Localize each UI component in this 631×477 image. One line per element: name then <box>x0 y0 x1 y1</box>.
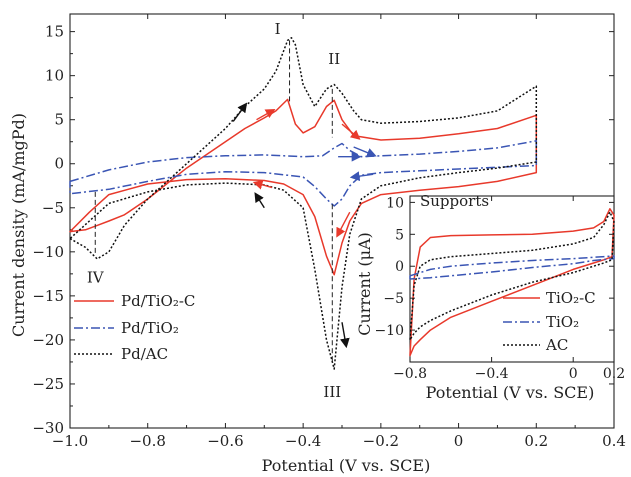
legend-label-pd-tio2: Pd/TiO₂ <box>121 319 179 337</box>
legend-label-pd-ac: Pd/AC <box>121 345 168 363</box>
main-series-pd-ac <box>69 37 538 370</box>
main-series-pd-tio-c <box>69 98 538 276</box>
peak-label: IV <box>87 269 105 287</box>
main-x-tick-label: −0.2 <box>363 432 399 450</box>
peak-label: I <box>275 20 281 38</box>
peak-label: III <box>323 383 341 401</box>
main-y-tick-label: 5 <box>54 111 64 129</box>
main-x-tick-label: −0.6 <box>207 432 243 450</box>
main-series-group <box>69 37 538 370</box>
scan-direction-arrow <box>341 123 361 140</box>
inset-legend-label-ac: AC <box>545 336 568 354</box>
main-x-tick-label: −0.4 <box>285 432 321 450</box>
scan-direction-arrow <box>232 102 248 122</box>
main-y-tick-label: −25 <box>32 375 64 393</box>
main-y-tick-label: −15 <box>32 287 64 305</box>
inset-series-tio-c <box>409 208 615 357</box>
inset-y-tick-label: −10 <box>374 323 404 339</box>
inset-series-ac <box>409 211 615 341</box>
inset-chart: −0.8 −0.4 0 0.2 10 5 0 −5 −10 Supports Current (… <box>355 192 625 402</box>
inset-x-tick-label: −0.4 <box>475 366 509 382</box>
inset-title: Supports <box>420 192 489 210</box>
main-y-tick-label: 10 <box>45 67 64 85</box>
main-y-tick-label: −20 <box>32 331 64 349</box>
inset-legend-label-tio2-c: TiO₂-C <box>546 289 596 307</box>
main-x-tick-label: −0.8 <box>129 432 165 450</box>
scan-direction-arrow <box>353 146 377 158</box>
main-legend: Pd/TiO₂-C Pd/TiO₂ Pd/AC <box>74 292 195 363</box>
x-axis-label: Potential (V vs. SCE) <box>262 456 431 475</box>
scan-direction-arrow <box>252 180 273 190</box>
inset-axes: −0.8 −0.4 0 0.2 10 5 0 −5 −10 <box>374 195 625 382</box>
inset-y-tick-label: 5 <box>395 227 404 243</box>
inset-legend: TiO₂-C TiO₂ AC <box>503 289 596 354</box>
inset-x-tick-label: 0 <box>569 366 578 382</box>
scan-direction-arrow <box>349 171 374 182</box>
inset-legend-label-tio2: TiO₂ <box>546 313 579 331</box>
inset-x-axis-label: Potential (V vs. SCE) <box>426 383 595 402</box>
inset-background <box>410 196 614 362</box>
peak-label: II <box>328 50 340 68</box>
main-y-tick-label: 0 <box>54 155 64 173</box>
inset-y-axis-label: Current (μA) <box>355 232 374 336</box>
main-x-tick-label: 0.2 <box>524 432 548 450</box>
main-x-tick-label: −1.0 <box>52 432 88 450</box>
scan-direction-arrow <box>336 211 351 238</box>
main-y-tick-label: −10 <box>32 243 64 261</box>
inset-y-tick-label: −5 <box>383 291 404 307</box>
scan-direction-arrow <box>254 192 265 209</box>
inset-series-tio- <box>409 255 615 280</box>
scan-direction-arrow <box>256 108 276 121</box>
main-y-tick-label: −30 <box>32 419 64 437</box>
inset-x-tick-label: −0.8 <box>393 366 427 382</box>
legend-label-pd-tio2-c: Pd/TiO₂-C <box>121 292 195 310</box>
main-y-tick-label: −5 <box>42 199 64 217</box>
main-plot: −1.0 −0.8 −0.6 −0.4 −0.2 0 0.2 0.4 15 10 5 0 −5 −10 −1… <box>32 13 626 450</box>
inset-series-group <box>409 208 615 357</box>
inset-y-tick-label: 0 <box>395 259 404 275</box>
inset-y-tick-label: 10 <box>386 195 404 211</box>
main-x-tick-label: 0.4 <box>602 432 626 450</box>
inset-x-tick-label: 0.2 <box>603 366 625 382</box>
y-axis-label: Current density (mA/mgPd) <box>9 113 28 337</box>
main-y-tick-label: 15 <box>45 23 64 41</box>
main-x-tick-label: 0 <box>454 432 464 450</box>
scan-direction-arrow <box>340 322 350 349</box>
main-series-pd-tio- <box>69 140 538 207</box>
